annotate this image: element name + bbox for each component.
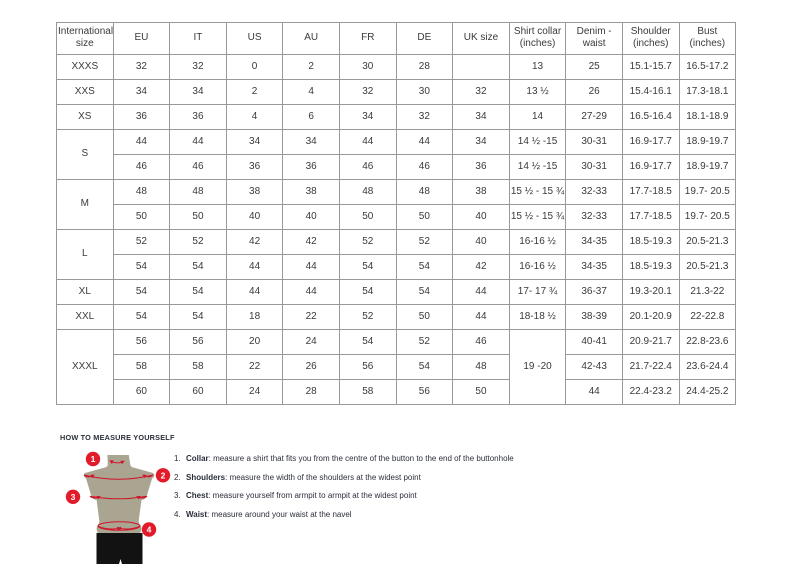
svg-text:2: 2: [161, 471, 166, 481]
svg-text:1: 1: [91, 454, 96, 464]
svg-text:3: 3: [71, 492, 76, 502]
svg-text:4: 4: [147, 525, 152, 535]
